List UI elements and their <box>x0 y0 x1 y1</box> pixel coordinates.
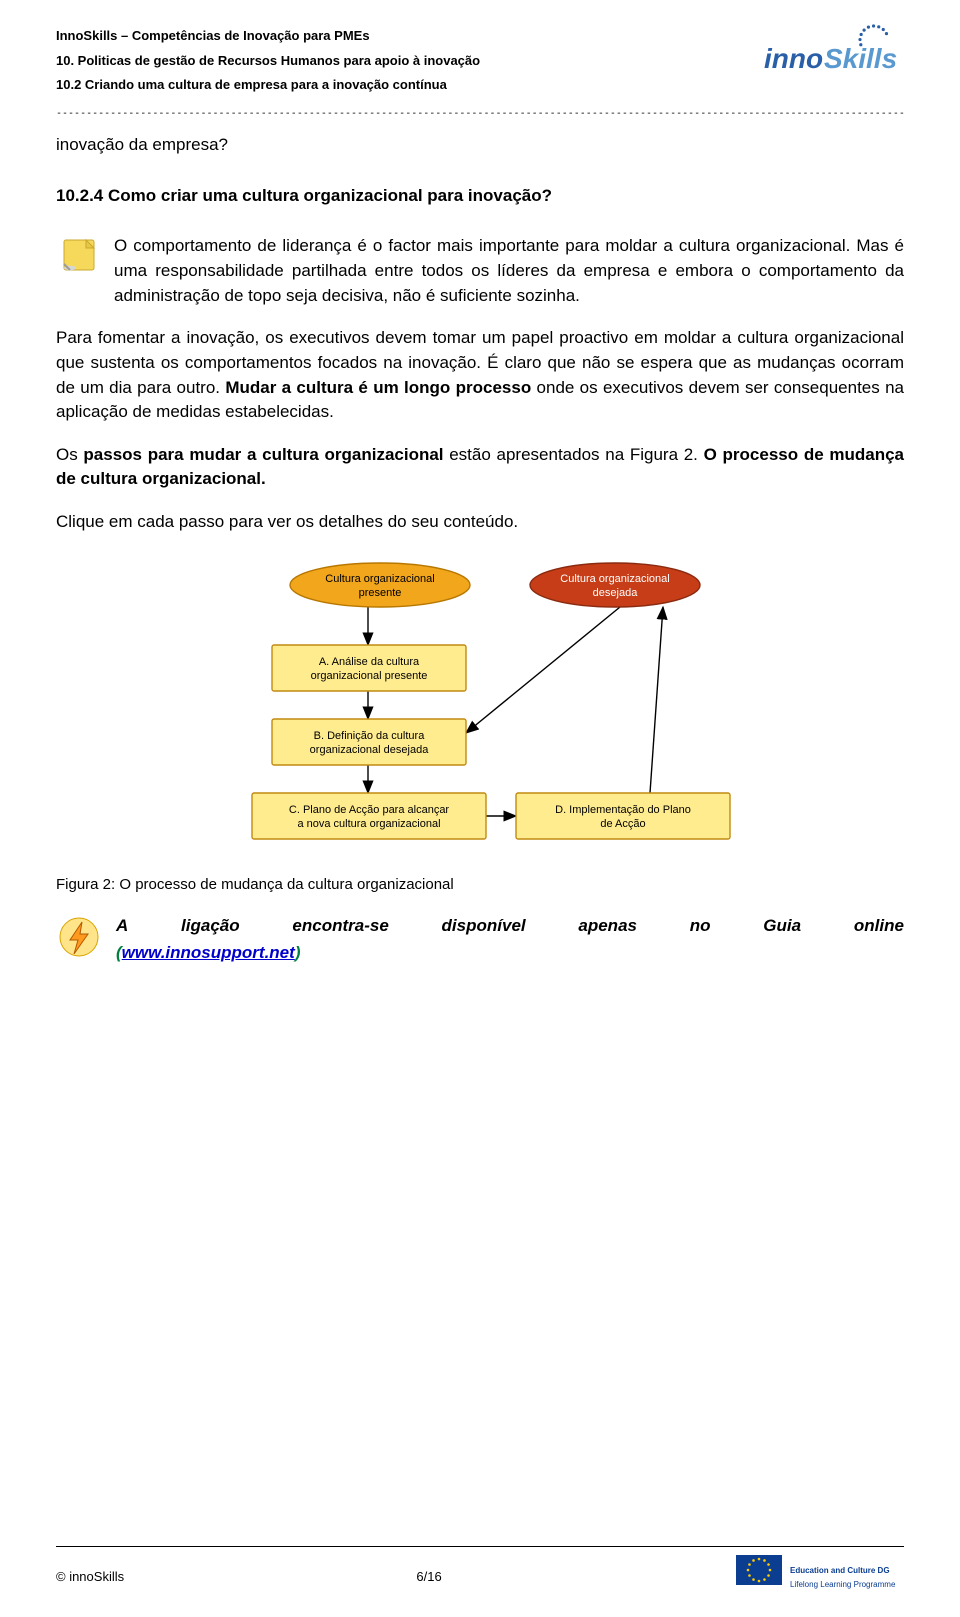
p3c: estão apresentados na Figura 2. <box>444 445 704 464</box>
link-word: encontra-se <box>292 914 388 939</box>
svg-text:D. Implementação do Plano: D. Implementação do Plano <box>555 804 691 816</box>
logo-svg: inno Skills <box>704 24 904 80</box>
link-word: Guia <box>763 914 801 939</box>
link-word: apenas <box>578 914 637 939</box>
figure-caption: Figura 2: O processo de mudança da cultu… <box>56 874 904 896</box>
svg-text:Cultura organizacional: Cultura organizacional <box>325 573 434 585</box>
online-guide-link-block: Aligação encontra-se disponível apenas no Gui… <box>56 914 904 965</box>
header-text: InnoSkills – Competências de Inovação pa… <box>56 24 480 98</box>
footer: © innoSkills 6/16 Education and Culture … <box>56 1546 904 1601</box>
paren-close: ) <box>295 943 301 962</box>
svg-text:a nova cultura organizacional: a nova cultura organizacional <box>297 818 440 830</box>
p3b: passos para mudar a cultura organizacion… <box>83 445 443 464</box>
paragraph-2: Para fomentar a inovação, os executivos … <box>56 326 904 425</box>
link-line1: Aligação encontra-se disponível apenas no Gui… <box>116 914 904 939</box>
footer-page: 6/16 <box>416 1569 441 1584</box>
innoskills-logo: inno Skills <box>704 24 904 80</box>
footer-copyright: © innoSkills <box>56 1569 124 1584</box>
p3a: Os <box>56 445 83 464</box>
link-word: online <box>854 914 904 939</box>
body: inovação da empresa? 10.2.4 Como criar u… <box>56 133 904 965</box>
paragraph-4: Clique em cada passo para ver os detalhe… <box>56 510 904 535</box>
svg-text:de Acção: de Acção <box>600 818 645 830</box>
svg-text:organizacional desejada: organizacional desejada <box>310 744 430 756</box>
figure-2: Cultura organizacional presente Cultura or… <box>56 553 904 861</box>
svg-text:B. Definição da cultura: B. Definição da cultura <box>314 730 426 742</box>
link-word: disponível <box>442 914 526 939</box>
header: InnoSkills – Competências de Inovação pa… <box>56 24 904 98</box>
link-word: no <box>690 914 711 939</box>
svg-text:organizacional presente: organizacional presente <box>311 670 428 682</box>
lightning-icon <box>56 914 102 960</box>
innosupport-link[interactable]: www.innosupport.net <box>122 943 295 962</box>
svg-text:Cultura organizacional: Cultura organizacional <box>560 573 669 585</box>
sticky-note-icon <box>56 234 100 278</box>
link-word: ligação <box>181 914 240 939</box>
p2b: Mudar a cultura é um longo processo <box>225 378 531 397</box>
link-word: A <box>116 914 128 939</box>
svg-text:A. Análise da cultura: A. Análise da cultura <box>319 656 420 668</box>
svg-text:Skills: Skills <box>824 43 897 74</box>
paragraph-3: Os passos para mudar a cultura organizac… <box>56 443 904 492</box>
eu-programme-logo: Education and Culture DG Lifelong Learni… <box>734 1551 904 1601</box>
svg-text:C. Plano de Acção para alcança: C. Plano de Acção para alcançar <box>289 804 450 816</box>
svg-text:inno: inno <box>764 43 823 74</box>
svg-text:Lifelong Learning Programme: Lifelong Learning Programme <box>790 1580 896 1589</box>
header-line1: InnoSkills – Competências de Inovação pa… <box>56 24 480 49</box>
intro-question: inovação da empresa? <box>56 133 904 158</box>
header-line2: 10. Politicas de gestão de Recursos Huma… <box>56 49 480 74</box>
section-heading: 10.2.4 Como criar uma cultura organizaci… <box>56 184 904 209</box>
link-text: Aligação encontra-se disponível apenas no Gui… <box>116 914 904 965</box>
paragraph-1: O comportamento de liderança é o factor … <box>114 234 904 308</box>
svg-text:presente: presente <box>359 587 402 599</box>
svg-text:Education and Culture DG: Education and Culture DG <box>790 1566 890 1575</box>
link-line2: (www.innosupport.net) <box>116 941 904 966</box>
flowchart-diagram: Cultura organizacional presente Cultura or… <box>200 553 760 853</box>
separator-dashes: ----------------------------------------… <box>56 108 904 119</box>
svg-text:desejada: desejada <box>593 587 639 599</box>
header-line3: 10.2 Criando uma cultura de empresa para… <box>56 73 480 98</box>
page: InnoSkills – Competências de Inovação pa… <box>0 0 960 1617</box>
footer-separator <box>56 1546 904 1547</box>
note-block: O comportamento de liderança é o factor … <box>56 234 904 308</box>
